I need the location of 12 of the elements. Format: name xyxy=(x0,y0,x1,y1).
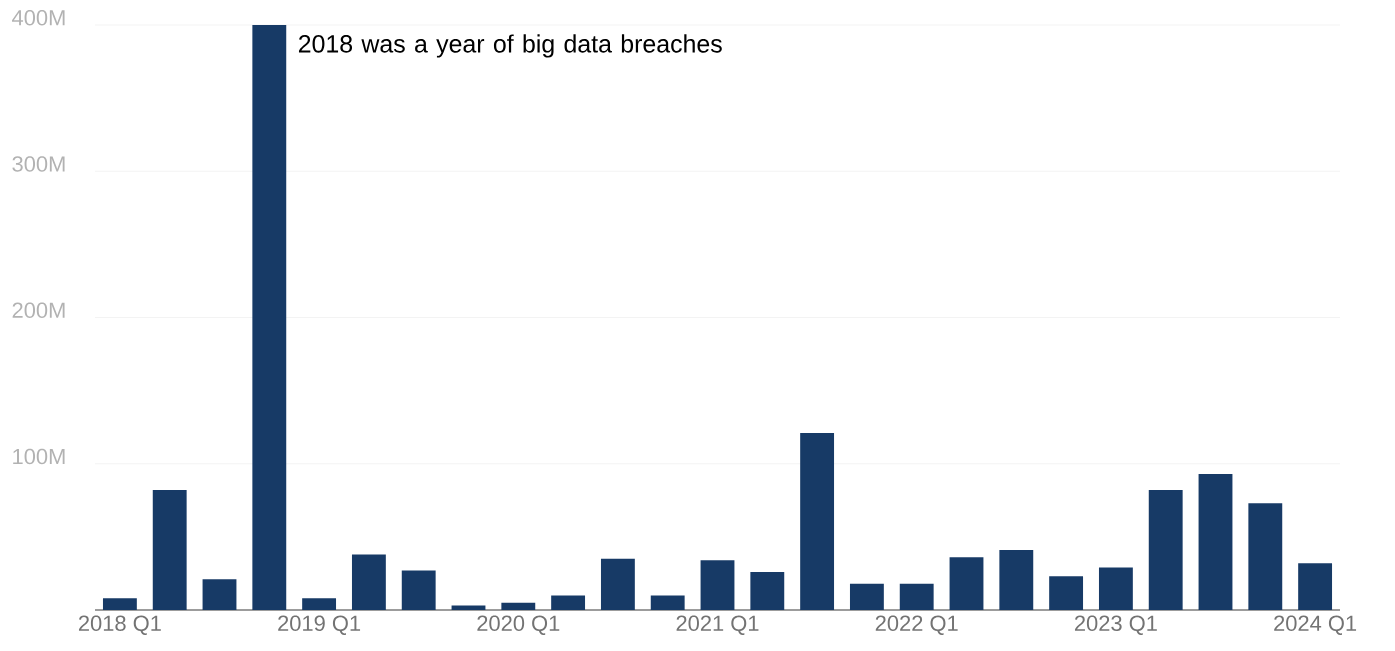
x-tick-label: 2020 Q1 xyxy=(477,615,560,635)
x-tick-label: 2021 Q1 xyxy=(676,615,759,635)
x-tick-label: 2019 Q1 xyxy=(278,615,361,635)
x-tick-label: 2018 Q1 xyxy=(78,615,161,635)
x-tick-label: 2023 Q1 xyxy=(1074,615,1157,635)
y-tick-label: 300M xyxy=(12,156,65,172)
y-tick-label: 100M xyxy=(13,448,65,465)
annotation: 2018 was a year of big data breaches xyxy=(298,34,722,58)
y-tick-label: 400M xyxy=(12,9,65,26)
y-tick-label: 200M xyxy=(12,302,65,318)
x-tick-label: 2024 Q1 xyxy=(1274,615,1357,635)
x-tick-label: 2022 Q1 xyxy=(875,615,958,635)
